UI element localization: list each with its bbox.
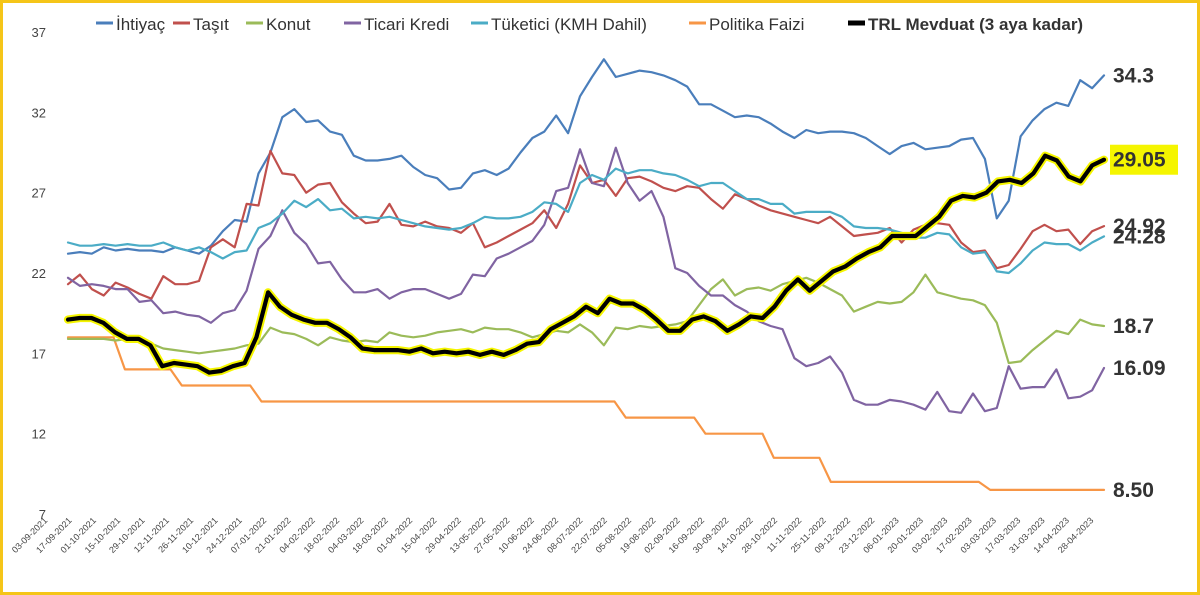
end-label: 8.50 [1113, 479, 1154, 502]
x-axis-ticks: 03-09-202117-09-202101-10-202115-10-2021… [10, 515, 1096, 555]
end-label: 24.28 [1113, 225, 1166, 248]
legend-item: İhtiyaç [96, 15, 166, 34]
y-tick-label: 7 [39, 507, 46, 522]
y-tick-label: 32 [32, 105, 46, 120]
end-label: 18.7 [1113, 315, 1154, 338]
end-label: 29.05 [1113, 149, 1166, 172]
series-line-ticari-kredi [66, 146, 1106, 414]
legend-label: TRL Mevduat (3 aya kadar) [868, 15, 1083, 34]
series-end-labels: 34.3 24.92 18.7 16.09 24.28 8.50 29.05 [1110, 64, 1178, 502]
series-line-ta-t [66, 149, 1106, 300]
legend-item: Politika Faizi [689, 15, 804, 34]
legend-item: TRL Mevduat (3 aya kadar) [848, 15, 1083, 34]
series-line-trl-mevduat-3-aya-kadar--highlight [63, 151, 1109, 377]
y-tick-label: 27 [32, 186, 46, 201]
legend-item: Ticari Kredi [344, 15, 449, 34]
legend-label: Tüketici (KMH Dahil) [491, 15, 647, 34]
y-tick-label: 22 [32, 266, 46, 281]
end-label: 24.92 [1113, 215, 1166, 238]
series-line-i-htiya- [66, 58, 1106, 255]
end-label-highlight [1110, 144, 1178, 175]
legend-item: Tüketici (KMH Dahil) [471, 15, 647, 34]
y-tick-label: 12 [32, 427, 46, 442]
legend-item: Konut [246, 15, 311, 34]
legend-label: Ticari Kredi [364, 15, 449, 34]
series-line-konut [66, 273, 1106, 365]
end-label: 34.3 [1113, 64, 1154, 87]
end-label: 16.09 [1113, 357, 1166, 380]
y-tick-label: 17 [32, 346, 46, 361]
legend-label: Politika Faizi [709, 15, 804, 34]
legend: İhtiyaç Taşıt Konut Ticari Kredi Tüketici (K… [96, 15, 1083, 34]
legend-item: Taşıt [173, 15, 229, 34]
y-tick-label: 37 [32, 25, 46, 40]
series-line-politika-faizi [66, 336, 1106, 491]
series-line-t-ketici-kmh-dahil- [66, 167, 1106, 275]
series-lines [63, 58, 1109, 491]
y-axis-ticks: 7 12 17 22 27 32 37 [32, 25, 46, 522]
legend-label: İhtiyaç [116, 15, 166, 34]
legend-label: Taşıt [193, 15, 229, 34]
series-line-trl-mevduat-3-aya-kadar- [65, 153, 1107, 375]
legend-label: Konut [266, 15, 311, 34]
